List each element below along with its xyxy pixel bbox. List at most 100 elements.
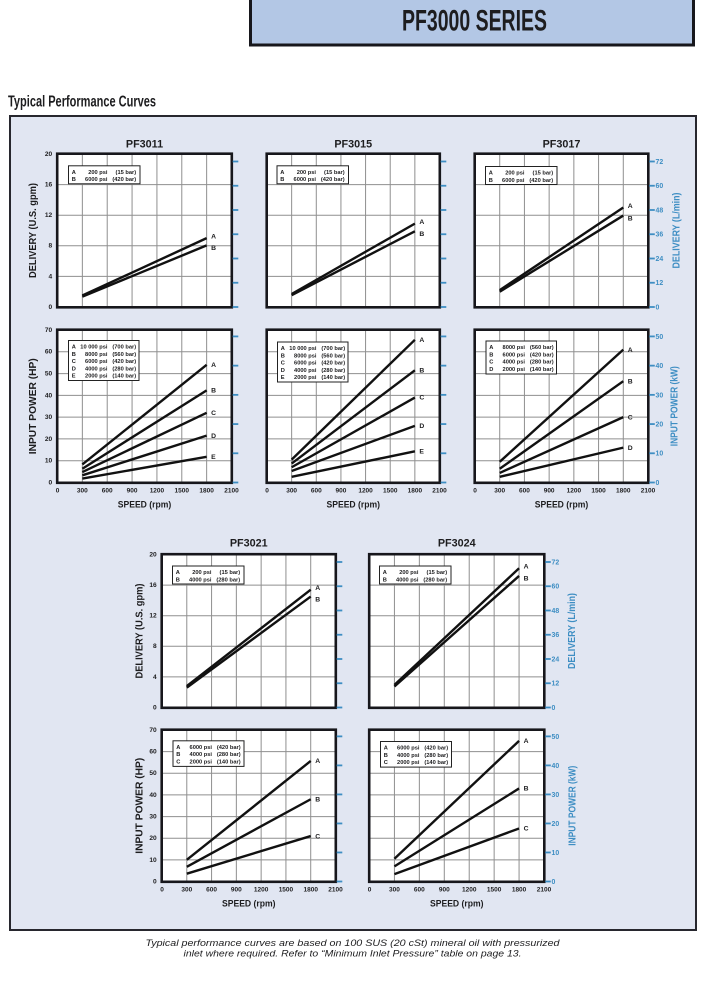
svg-text:4000 psi: 4000 psi <box>503 360 526 366</box>
svg-text:50: 50 <box>656 334 664 341</box>
svg-text:A: A <box>419 337 424 344</box>
svg-text:12: 12 <box>552 681 560 688</box>
svg-text:A: A <box>419 219 424 226</box>
svg-text:0: 0 <box>473 487 477 494</box>
svg-text:D: D <box>72 366 76 372</box>
svg-text:0: 0 <box>56 487 60 494</box>
svg-text:(420 bar): (420 bar) <box>112 359 136 365</box>
svg-text:A: A <box>176 745 180 751</box>
svg-text:D: D <box>489 367 493 373</box>
svg-text:SPEED (rpm): SPEED (rpm) <box>535 499 589 509</box>
svg-text:SPEED (rpm): SPEED (rpm) <box>430 898 484 908</box>
svg-text:30: 30 <box>656 392 664 399</box>
svg-text:48: 48 <box>656 207 664 214</box>
svg-text:0: 0 <box>49 479 53 486</box>
svg-text:24: 24 <box>656 256 664 263</box>
svg-text:A: A <box>72 170 76 176</box>
svg-text:2100: 2100 <box>224 487 239 494</box>
svg-text:1200: 1200 <box>462 886 477 893</box>
svg-text:2100: 2100 <box>432 487 447 494</box>
svg-text:900: 900 <box>439 886 450 893</box>
svg-text:200 psi: 200 psi <box>399 570 419 576</box>
svg-text:(140 bar): (140 bar) <box>321 375 345 381</box>
svg-text:60: 60 <box>149 749 157 756</box>
svg-text:40: 40 <box>552 763 560 770</box>
svg-text:E: E <box>72 374 76 380</box>
svg-text:72: 72 <box>656 159 664 166</box>
svg-text:E: E <box>281 375 285 381</box>
svg-text:(15 bar): (15 bar) <box>116 170 137 176</box>
svg-text:1200: 1200 <box>567 487 582 494</box>
svg-text:40: 40 <box>45 392 53 399</box>
svg-text:20: 20 <box>45 436 53 443</box>
svg-text:PF3024: PF3024 <box>438 538 476 550</box>
svg-text:B: B <box>72 177 76 183</box>
svg-text:70: 70 <box>149 727 157 734</box>
svg-text:600: 600 <box>414 886 425 893</box>
svg-text:C: C <box>315 833 320 840</box>
svg-text:B: B <box>280 177 284 183</box>
svg-text:(15 bar): (15 bar) <box>533 171 554 177</box>
svg-text:1500: 1500 <box>383 487 398 494</box>
svg-text:(280 bar): (280 bar) <box>216 577 240 583</box>
svg-text:(420 bar): (420 bar) <box>217 745 241 751</box>
svg-text:C: C <box>419 395 424 402</box>
svg-text:72: 72 <box>552 559 560 566</box>
svg-text:B: B <box>281 353 285 359</box>
svg-text:6000 psi: 6000 psi <box>294 361 317 367</box>
svg-text:(280 bar): (280 bar) <box>530 360 554 366</box>
svg-text:50: 50 <box>149 770 157 777</box>
svg-text:A: A <box>384 746 388 752</box>
svg-text:0: 0 <box>153 704 157 711</box>
svg-text:SPEED (rpm): SPEED (rpm) <box>118 499 172 509</box>
svg-text:D: D <box>628 445 633 452</box>
svg-text:6000 psi: 6000 psi <box>503 352 526 358</box>
svg-text:A: A <box>281 346 285 352</box>
svg-text:(140 bar): (140 bar) <box>530 367 554 373</box>
svg-text:1500: 1500 <box>175 487 190 494</box>
svg-text:A: A <box>628 203 633 210</box>
svg-text:Typical performance curves are: Typical performance curves are based on … <box>146 938 561 948</box>
svg-text:2000 psi: 2000 psi <box>190 759 213 765</box>
svg-text:B: B <box>489 352 493 358</box>
svg-text:D: D <box>281 368 285 374</box>
svg-text:C: C <box>628 414 633 421</box>
svg-text:4000 psi: 4000 psi <box>189 577 212 583</box>
svg-text:40: 40 <box>149 792 157 799</box>
svg-text:0: 0 <box>368 886 372 893</box>
svg-text:C: C <box>176 759 180 765</box>
svg-text:200 psi: 200 psi <box>192 570 212 576</box>
svg-text:30: 30 <box>45 414 53 421</box>
svg-text:(140 bar): (140 bar) <box>217 759 241 765</box>
svg-text:70: 70 <box>45 327 53 334</box>
svg-text:(280 bar): (280 bar) <box>217 752 241 758</box>
svg-text:6000 psi: 6000 psi <box>85 359 108 365</box>
svg-text:36: 36 <box>656 232 664 239</box>
svg-text:D: D <box>211 433 216 440</box>
svg-text:B: B <box>383 577 387 583</box>
svg-text:300: 300 <box>286 487 297 494</box>
svg-text:0: 0 <box>552 879 556 886</box>
svg-text:A: A <box>280 170 284 176</box>
svg-text:20: 20 <box>149 835 157 842</box>
svg-text:300: 300 <box>494 487 505 494</box>
svg-text:B: B <box>176 752 180 758</box>
svg-text:B: B <box>419 368 424 375</box>
svg-text:DELIVERY (U.S. gpm): DELIVERY (U.S. gpm) <box>28 183 39 278</box>
svg-text:600: 600 <box>206 886 217 893</box>
svg-text:900: 900 <box>231 886 242 893</box>
svg-text:16: 16 <box>45 182 53 189</box>
svg-text:2000 psi: 2000 psi <box>85 374 108 380</box>
svg-text:0: 0 <box>153 878 157 885</box>
svg-text:A: A <box>211 233 216 240</box>
svg-text:(15 bar): (15 bar) <box>220 570 241 576</box>
svg-text:(560 bar): (560 bar) <box>112 352 136 358</box>
svg-text:50: 50 <box>45 370 53 377</box>
svg-text:900: 900 <box>335 487 346 494</box>
svg-text:8000 psi: 8000 psi <box>503 345 526 351</box>
svg-text:(420 bar): (420 bar) <box>321 177 345 183</box>
svg-text:inlet where required. Refer to: inlet where required. Refer to “Minimum … <box>184 949 522 959</box>
svg-text:C: C <box>384 760 388 766</box>
svg-text:8000 psi: 8000 psi <box>294 353 317 359</box>
svg-text:24: 24 <box>552 656 560 663</box>
